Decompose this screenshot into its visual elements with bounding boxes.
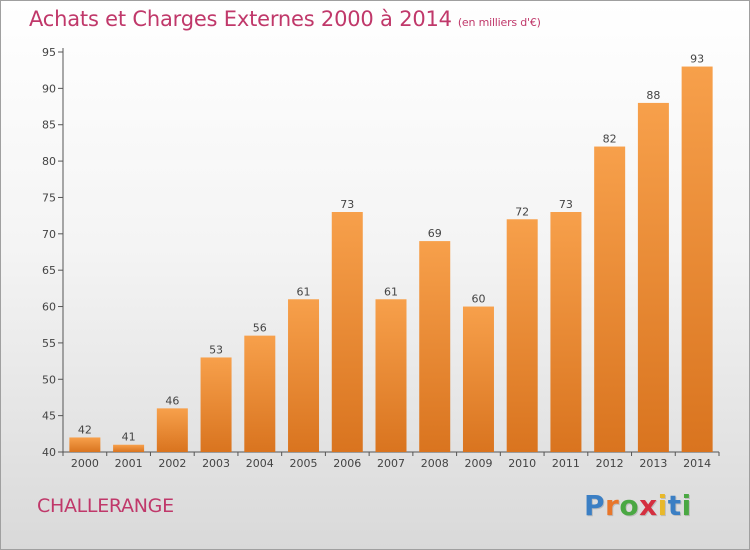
x-tick-label: 2001 xyxy=(115,457,143,470)
bar xyxy=(419,241,451,452)
data-label: 61 xyxy=(384,285,398,298)
logo-letter: i xyxy=(657,489,668,522)
data-label: 42 xyxy=(78,423,92,436)
x-tick-label: 2004 xyxy=(246,457,274,470)
data-label: 69 xyxy=(428,227,442,240)
x-tick-label: 2003 xyxy=(202,457,230,470)
bar xyxy=(681,66,713,452)
logo-letter: r xyxy=(605,489,620,522)
logo-letter: x xyxy=(639,489,658,522)
bar xyxy=(637,102,669,452)
bar xyxy=(69,437,101,452)
y-tick-label: 90 xyxy=(42,82,56,95)
chart-subtitle: (en milliers d'€) xyxy=(457,16,541,29)
logo-letter: t xyxy=(667,489,682,522)
data-label: 61 xyxy=(297,285,311,298)
x-tick-label: 2014 xyxy=(683,457,711,470)
y-tick-label: 40 xyxy=(42,446,56,459)
axes: 40 45 50 55 60 65 70 75 80 85 90 95 2000 2001 2002 2003… xyxy=(42,46,720,470)
bar xyxy=(288,299,320,452)
logo-letter: o xyxy=(619,489,640,522)
bar xyxy=(550,212,582,452)
x-tick-label: 2007 xyxy=(377,457,405,470)
x-tick-label: 2012 xyxy=(596,457,624,470)
y-tick-label: 60 xyxy=(42,301,56,314)
data-label: 73 xyxy=(340,198,354,211)
data-label: 53 xyxy=(209,343,223,356)
bar xyxy=(506,219,538,452)
data-label: 60 xyxy=(471,293,485,306)
bar xyxy=(113,444,145,452)
x-tick-label: 2013 xyxy=(639,457,667,470)
data-label: 88 xyxy=(646,89,660,102)
y-tick-label: 70 xyxy=(42,228,56,241)
y-tick-label: 80 xyxy=(42,155,56,168)
bar xyxy=(200,357,232,452)
chart-title: Achats et Charges Externes 2000 à 2014 (e… xyxy=(29,7,541,31)
data-label: 93 xyxy=(690,53,704,66)
x-tick-label: 2002 xyxy=(158,457,186,470)
bar xyxy=(244,335,276,452)
y-tick-label: 85 xyxy=(42,119,56,132)
y-tick-label: 95 xyxy=(42,46,56,59)
data-label: 72 xyxy=(515,205,529,218)
x-tick-label: 2008 xyxy=(421,457,449,470)
bar xyxy=(375,299,407,452)
logo-letter: i xyxy=(681,489,692,522)
bar xyxy=(156,408,188,452)
x-tick-label: 2000 xyxy=(71,457,99,470)
bar xyxy=(462,306,494,452)
data-label: 56 xyxy=(253,322,267,335)
bar xyxy=(594,146,626,452)
data-label: 73 xyxy=(559,198,573,211)
y-tick-label: 75 xyxy=(42,191,56,204)
x-tick-label: 2011 xyxy=(552,457,580,470)
chart-title-text: Achats et Charges Externes 2000 à 2014 xyxy=(29,7,452,31)
place-name: CHALLERANGE xyxy=(37,495,174,517)
x-tick-label: 2010 xyxy=(508,457,536,470)
bar xyxy=(331,212,363,452)
data-label: 46 xyxy=(165,394,179,407)
data-label: 41 xyxy=(122,431,136,444)
y-tick-label: 50 xyxy=(42,373,56,386)
y-tick-label: 45 xyxy=(42,410,56,423)
bars: 42 41 46 53 56 61 73 61 69 60 72 73 82 88 93 xyxy=(69,53,713,452)
logo-letter: P xyxy=(584,489,606,522)
y-tick-label: 65 xyxy=(42,264,56,277)
y-tick-label: 55 xyxy=(42,337,56,350)
data-label: 82 xyxy=(603,133,617,146)
x-tick-label: 2005 xyxy=(290,457,318,470)
x-tick-label: 2009 xyxy=(464,457,492,470)
proxiti-logo: Proxiti xyxy=(584,489,692,522)
x-tick-label: 2006 xyxy=(333,457,361,470)
